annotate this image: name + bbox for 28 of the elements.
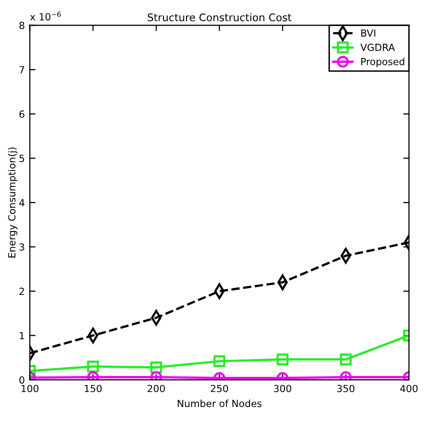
point <box>340 354 352 366</box>
point <box>87 360 99 372</box>
legend-label: VGDRA <box>360 44 395 52</box>
chart-title: Structure Construction Cost <box>148 13 292 22</box>
y-tick-label: 2 <box>19 288 24 295</box>
y-tick-label: 1 <box>20 332 24 340</box>
legend-label: BVI <box>361 30 376 37</box>
x-tick-label: 400 <box>400 384 418 392</box>
x-tick-label: 200 <box>148 384 165 392</box>
x-tick-label: 300 <box>274 384 292 392</box>
x-tick-label: 100 <box>22 384 38 392</box>
x-tick-label: 150 <box>84 384 102 392</box>
y-tick-label: 5 <box>20 154 24 162</box>
y-tick-label: 8 <box>19 22 24 30</box>
y-tick-label: 3 <box>20 243 24 251</box>
y-axis-title: Energy Consumption(j) <box>8 147 18 258</box>
y-tick-label: 4 <box>19 199 24 206</box>
y-tick-label: 0 <box>19 376 24 384</box>
point <box>213 355 226 368</box>
x-tick-label: 250 <box>210 384 228 392</box>
y-tick-label: 7 <box>20 66 24 74</box>
x-tick-label: 350 <box>337 384 354 392</box>
point <box>150 361 162 374</box>
y-tick-label: 6 <box>19 110 24 118</box>
point <box>276 354 288 366</box>
x-axis-title: Number of Nodes <box>178 400 262 408</box>
text: x 10$^{−6}$ <box>30 12 61 21</box>
legend-label: Proposed <box>361 58 404 68</box>
